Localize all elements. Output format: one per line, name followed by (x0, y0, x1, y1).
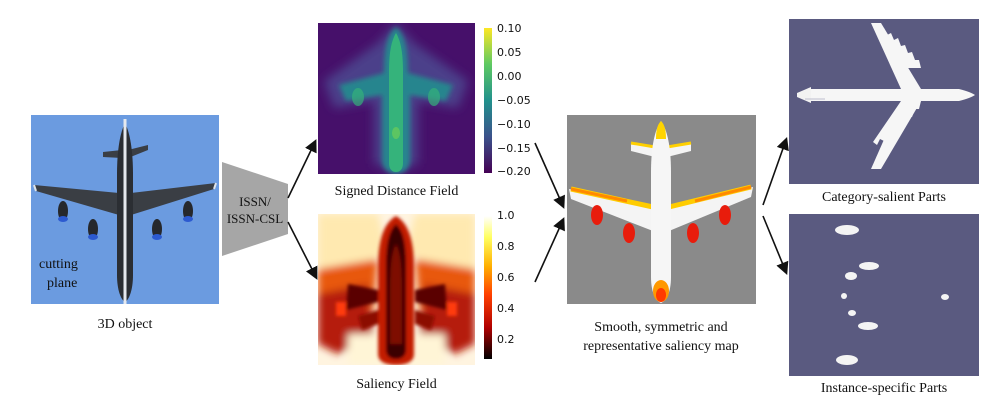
arrow-saliency-to-map (534, 217, 565, 283)
saliency-colorbar (484, 216, 492, 359)
instance-part (836, 355, 858, 365)
object-caption: 3D object (97, 317, 153, 332)
sdf-colorbar-tick: 0.00 (497, 70, 522, 83)
sdf-colorbar-tick: −0.10 (497, 118, 531, 131)
saliency-map-caption-line2: representative saliency map (583, 339, 739, 354)
instance-part (941, 294, 949, 300)
cutting-plane-label: cutting plane (39, 255, 78, 293)
instance-part (835, 225, 859, 235)
instance-parts-caption: Instance-specific Parts (820, 381, 948, 396)
saliency-colorbar-tick: 0.2 (497, 333, 515, 346)
saliency-colorbar-tick: 1.0 (497, 209, 515, 222)
instance-part (845, 272, 857, 280)
category-parts-caption: Category-salient Parts (821, 190, 947, 205)
category-parts-panel (789, 19, 979, 184)
instance-parts-panel (789, 214, 979, 376)
instance-part (848, 310, 856, 316)
network-block (222, 162, 288, 256)
instance-part (841, 293, 847, 299)
network-label: ISSN/ ISSN-CSL (223, 193, 287, 227)
sdf-colorbar-tick: −0.15 (497, 142, 531, 155)
arrow-to-saliency-field (287, 221, 318, 280)
saliency-field-caption: Saliency Field (356, 377, 437, 392)
sdf-colorbar-tick: −0.20 (497, 165, 531, 178)
object-panel: cutting plane (31, 115, 219, 304)
cutting-plane-label-line2: plane (47, 276, 78, 291)
saliency-map-panel (567, 115, 756, 304)
arrow-to-category-parts (762, 136, 789, 206)
category-parts-render (789, 19, 979, 184)
airplane-3d-render (31, 115, 219, 304)
saliency-field-panel (318, 214, 475, 365)
sdf-colorbar-tick: 0.10 (497, 22, 522, 35)
instance-part (858, 322, 878, 330)
instance-parts-render (789, 214, 979, 376)
saliency-map-render (567, 115, 756, 304)
arrow-to-instance-parts (762, 215, 789, 275)
saliency-heatmap (318, 214, 475, 365)
sdf-panel (318, 23, 475, 174)
saliency-colorbar-tick: 0.8 (497, 240, 515, 253)
saliency-map-caption: Smooth, symmetric and representative sal… (561, 318, 761, 356)
network-label-line2: ISSN-CSL (226, 211, 284, 226)
saliency-colorbar-tick: 0.4 (497, 302, 515, 315)
arrow-sdf-to-map (534, 142, 565, 209)
sdf-heatmap (318, 23, 475, 174)
sdf-colorbar-tick: −0.05 (497, 94, 531, 107)
sdf-caption: Signed Distance Field (334, 184, 459, 199)
instance-part (859, 262, 879, 270)
sdf-colorbar (484, 28, 492, 173)
saliency-colorbar-tick: 0.6 (497, 271, 515, 284)
saliency-map-caption-line1: Smooth, symmetric and (594, 320, 728, 335)
network-label-line1: ISSN/ (239, 194, 271, 209)
arrow-to-sdf (287, 139, 317, 199)
cutting-plane-label-line1: cutting (39, 257, 78, 272)
sdf-colorbar-tick: 0.05 (497, 46, 522, 59)
